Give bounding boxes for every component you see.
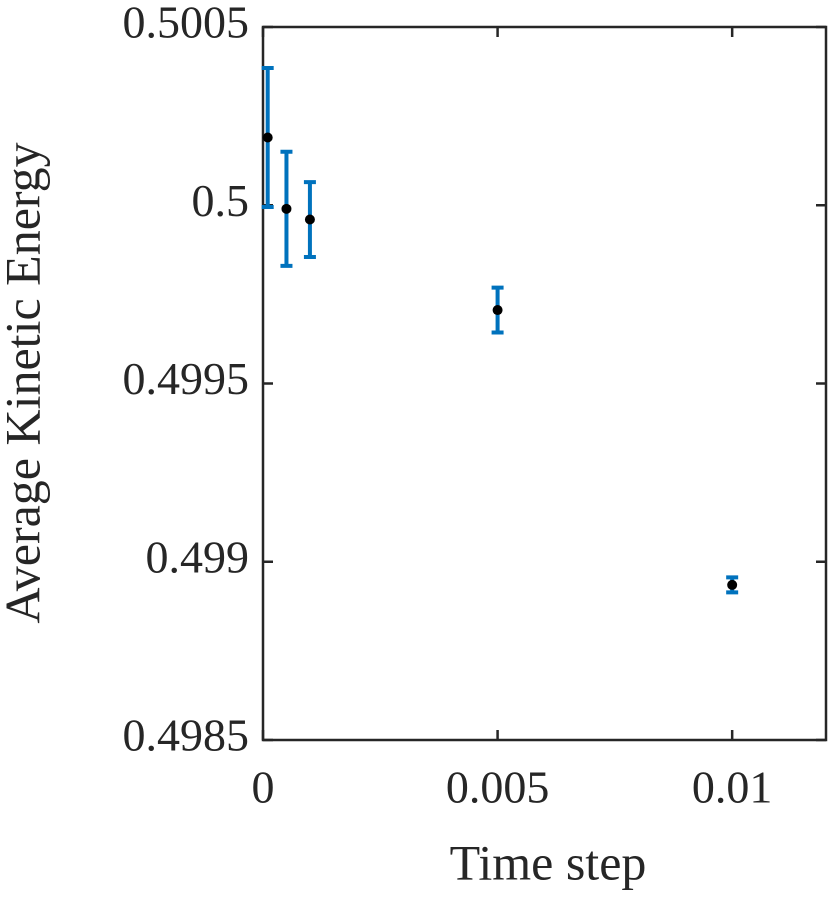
plot-frame xyxy=(261,25,828,742)
y-tick-label: 0.499 xyxy=(146,531,250,582)
y-axis-label: Average Kinetic Energy xyxy=(0,142,50,623)
data-point xyxy=(727,579,738,590)
y-tick-label: 0.5005 xyxy=(123,0,250,48)
x-tick-label: 0.01 xyxy=(692,762,773,813)
y-tick-label: 0.4995 xyxy=(123,353,250,404)
y-tick-label: 0.4985 xyxy=(123,710,250,761)
x-tick-label: 0.005 xyxy=(446,762,550,813)
x-axis-label: Time step xyxy=(450,834,647,890)
y-tick-label: 0.5 xyxy=(192,175,250,226)
data-point xyxy=(281,203,292,214)
data-point xyxy=(492,305,503,316)
x-tick-label: 0 xyxy=(252,762,275,813)
data-point xyxy=(304,214,315,225)
data-point xyxy=(262,132,273,143)
